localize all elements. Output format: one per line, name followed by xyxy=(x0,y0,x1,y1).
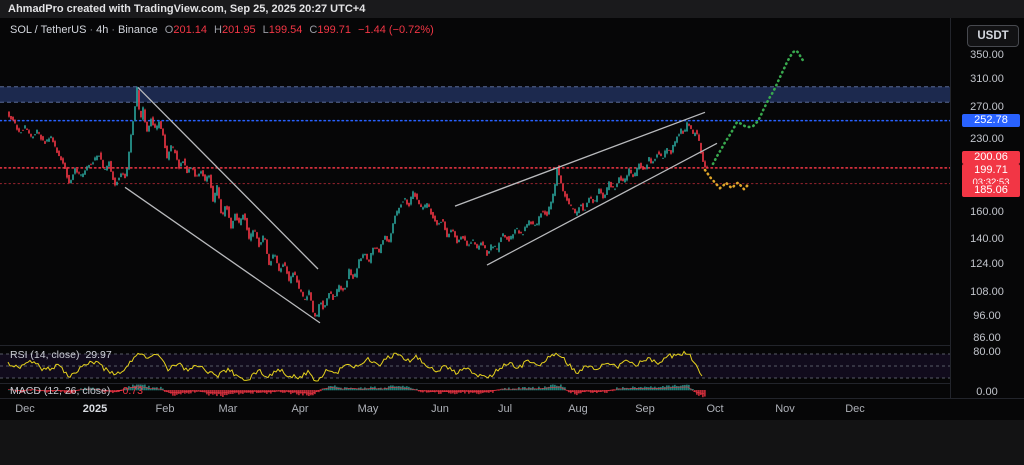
close-value: 199.71 xyxy=(317,24,352,36)
interval-label[interactable]: 4h xyxy=(96,24,109,36)
currency-toggle-button[interactable]: USDT xyxy=(967,25,1019,47)
price-axis[interactable]: 350.00 310.00 270.00 230.00 160.00 140.00 124.… xyxy=(950,18,1024,398)
time-tick: Apr xyxy=(291,403,309,415)
rsi-line xyxy=(7,350,703,382)
high-label: H xyxy=(214,24,222,36)
macd-signal-line xyxy=(7,385,705,394)
trendline-channel-upper[interactable] xyxy=(454,111,706,207)
price-tick: 86.00 xyxy=(973,331,1001,344)
price-tick: 108.00 xyxy=(970,285,1004,298)
price-tick: 0.00 xyxy=(976,385,998,398)
time-tick: Jul xyxy=(497,403,513,415)
macd-value: −0.73 xyxy=(116,385,143,397)
price-badge: 200.06 xyxy=(962,150,1020,164)
price-tick: 96.00 xyxy=(973,309,1001,322)
time-tick: Mar xyxy=(218,403,238,415)
time-axis[interactable]: Dec 2025 Feb Mar Apr May Jun Jul Aug Sep Oct Nov Dec xyxy=(0,399,950,420)
price-badge: 185.06 xyxy=(962,183,1020,197)
legend-separator: · xyxy=(111,24,116,36)
low-value: 199.54 xyxy=(268,24,303,36)
bullish-projection-path[interactable] xyxy=(711,48,805,166)
exchange-label: Binance xyxy=(118,24,158,36)
bearish-projection-path[interactable] xyxy=(703,168,752,192)
trendline-wedge-upper[interactable] xyxy=(137,87,319,270)
close-label: C xyxy=(309,24,318,36)
price-tick: 350.00 xyxy=(970,48,1004,61)
macd-histogram xyxy=(7,384,706,398)
price-tick: 124.00 xyxy=(970,257,1004,270)
time-tick: Oct xyxy=(706,403,724,415)
time-tick: Aug xyxy=(568,403,588,415)
trendline-wedge-lower[interactable] xyxy=(124,186,321,324)
time-tick: May xyxy=(357,403,379,415)
time-tick: 2025 xyxy=(82,403,108,415)
time-tick: Sep xyxy=(635,403,655,415)
price-tick: 80.00 xyxy=(973,345,1001,358)
time-tick: Jun xyxy=(431,403,449,415)
high-value: 201.95 xyxy=(221,24,256,36)
supply-zone[interactable] xyxy=(0,86,950,103)
trendline-channel-lower[interactable] xyxy=(486,142,718,266)
change-value: −1.44 (−0.72%) xyxy=(358,24,434,36)
candles-layer xyxy=(8,86,708,318)
rsi-pane-legend[interactable]: RSI (14, close) 29.97 xyxy=(10,349,112,361)
rsi-value: 29.97 xyxy=(85,349,112,361)
time-tick: Feb xyxy=(155,403,175,415)
attribution-text: AhmadPro created with TradingView.com, S… xyxy=(8,3,366,15)
macd-label: MACD (12, 26, close) xyxy=(10,385,111,397)
time-tick: Dec xyxy=(845,403,865,415)
open-value: 201.14 xyxy=(173,24,208,36)
price-tick: 140.00 xyxy=(970,233,1004,246)
open-label: O xyxy=(164,24,174,36)
rsi-label: RSI (14, close) xyxy=(10,349,80,361)
price-tick: 310.00 xyxy=(970,73,1004,85)
legend-separator: · xyxy=(89,24,94,36)
time-tick: Dec xyxy=(15,403,35,415)
price-badge: 252.78 xyxy=(962,114,1020,127)
bar-countdown: 03:32:53 xyxy=(972,176,1010,188)
symbol-legend: SOL / TetherUS · 4h · Binance O201.14 H201.95 L… xyxy=(10,24,434,36)
footer-bar: TradingView xyxy=(0,420,1024,465)
time-tick: Nov xyxy=(775,403,795,415)
attribution-bar: AhmadPro created with TradingView.com, S… xyxy=(0,0,1024,18)
price-tick: 230.00 xyxy=(970,133,1004,146)
macd-pane-legend[interactable]: MACD (12, 26, close) −0.73 xyxy=(10,385,143,397)
price-tick: 270.00 xyxy=(970,100,1004,113)
low-label: L xyxy=(262,24,269,36)
symbol-name[interactable]: SOL / TetherUS xyxy=(10,24,87,36)
price-tick: 160.00 xyxy=(970,206,1004,219)
